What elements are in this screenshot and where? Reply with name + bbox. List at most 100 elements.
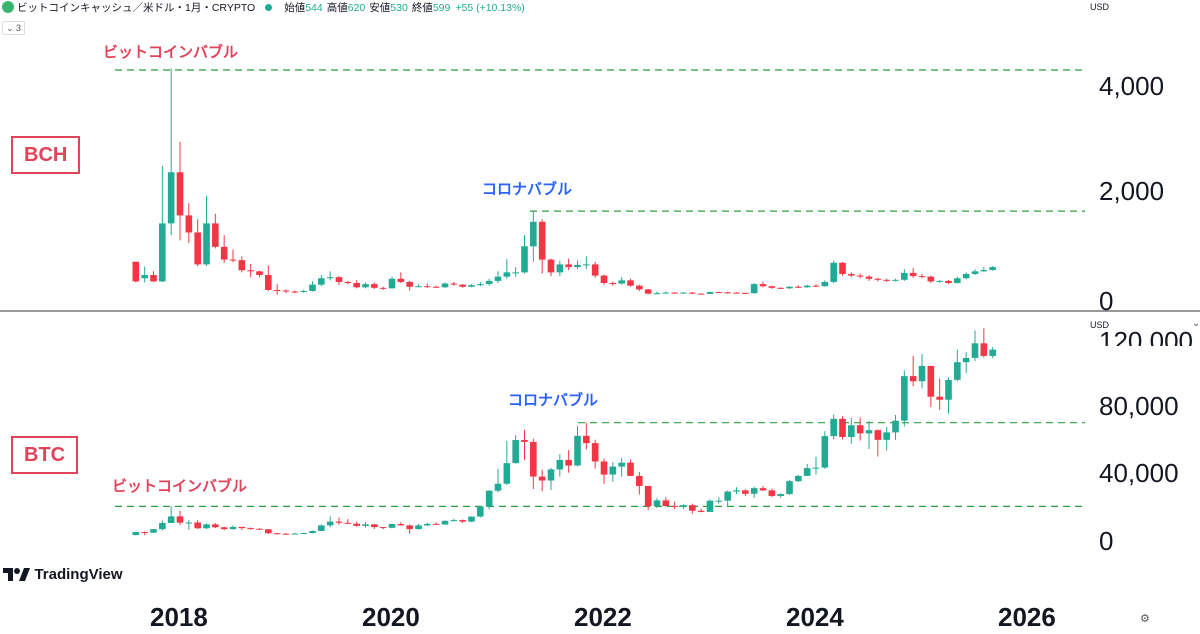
candle[interactable] xyxy=(865,421,873,450)
candle[interactable] xyxy=(927,365,935,408)
candle[interactable] xyxy=(547,467,555,491)
candle[interactable] xyxy=(715,497,723,504)
candle[interactable] xyxy=(388,523,396,529)
candle[interactable] xyxy=(450,281,458,286)
candle[interactable] xyxy=(344,280,352,285)
candle[interactable] xyxy=(432,522,440,525)
candle[interactable] xyxy=(406,280,413,291)
candle[interactable] xyxy=(309,281,316,292)
candle[interactable] xyxy=(742,489,749,497)
currency-label-top[interactable]: USD xyxy=(1090,2,1110,12)
candle[interactable] xyxy=(927,275,935,284)
candle[interactable] xyxy=(795,285,802,288)
candle[interactable] xyxy=(273,532,281,535)
candle[interactable] xyxy=(936,378,943,410)
candle[interactable] xyxy=(971,269,979,276)
candle[interactable] xyxy=(724,490,731,507)
candle[interactable] xyxy=(335,517,343,525)
candle[interactable] xyxy=(565,450,572,473)
candle[interactable] xyxy=(591,261,599,278)
candle[interactable] xyxy=(786,286,793,289)
candle[interactable] xyxy=(256,270,263,278)
candle[interactable] xyxy=(229,525,237,530)
candle[interactable] xyxy=(176,510,184,525)
candle[interactable] xyxy=(795,474,802,483)
candle[interactable] xyxy=(786,480,793,495)
candle[interactable] xyxy=(362,282,369,289)
candle[interactable] xyxy=(185,519,193,530)
symbol-title[interactable]: ビットコインキャッシュ／米ドル・1月・CRYPTO xyxy=(17,2,256,14)
candle[interactable] xyxy=(459,284,466,288)
candle[interactable] xyxy=(379,286,387,290)
candle[interactable] xyxy=(980,328,988,358)
candle[interactable] xyxy=(574,260,581,270)
candle[interactable] xyxy=(538,219,546,274)
candle[interactable] xyxy=(856,417,864,441)
candle[interactable] xyxy=(397,522,405,526)
candle[interactable] xyxy=(309,530,316,534)
candle[interactable] xyxy=(945,279,952,285)
candle[interactable] xyxy=(238,526,246,530)
candle[interactable] xyxy=(901,269,908,281)
candle[interactable] xyxy=(768,285,776,289)
candle[interactable] xyxy=(830,414,837,440)
candle[interactable] xyxy=(220,526,228,531)
candle[interactable] xyxy=(945,377,952,414)
tradingview-logo[interactable]: TradingView xyxy=(2,566,123,584)
candle[interactable] xyxy=(229,249,237,263)
candle[interactable] xyxy=(291,532,299,535)
candle[interactable] xyxy=(424,522,431,527)
candle[interactable] xyxy=(750,486,758,498)
candle[interactable] xyxy=(353,280,360,289)
candle[interactable] xyxy=(680,504,687,510)
candle[interactable] xyxy=(600,274,608,285)
candle[interactable] xyxy=(450,518,458,522)
candle[interactable] xyxy=(865,275,873,281)
candle[interactable] xyxy=(212,213,219,249)
candle[interactable] xyxy=(892,414,899,440)
candle[interactable] xyxy=(892,278,899,282)
candle[interactable] xyxy=(282,289,290,294)
candle[interactable] xyxy=(759,485,767,492)
candle[interactable] xyxy=(962,272,970,280)
candle[interactable] xyxy=(220,235,228,263)
candle[interactable] xyxy=(733,292,740,294)
candle[interactable] xyxy=(909,268,917,278)
candle[interactable] xyxy=(848,272,855,278)
candle[interactable] xyxy=(803,284,811,288)
candle[interactable] xyxy=(132,531,140,536)
candle[interactable] xyxy=(671,292,678,294)
candle[interactable] xyxy=(556,260,564,277)
candle[interactable] xyxy=(468,516,475,523)
candle[interactable] xyxy=(706,499,714,512)
candle[interactable] xyxy=(883,426,890,451)
candle[interactable] xyxy=(733,487,740,495)
candle[interactable] xyxy=(388,276,396,289)
candle[interactable] xyxy=(150,528,157,534)
candle[interactable] xyxy=(318,275,325,287)
candle[interactable] xyxy=(989,347,996,359)
candle[interactable] xyxy=(901,370,908,427)
candle[interactable] xyxy=(697,508,705,513)
candle[interactable] xyxy=(874,429,882,457)
candle[interactable] xyxy=(848,417,855,444)
candle[interactable] xyxy=(883,278,890,282)
candle[interactable] xyxy=(530,438,537,489)
candle[interactable] xyxy=(432,285,440,288)
candle[interactable] xyxy=(918,354,926,389)
candle[interactable] xyxy=(521,235,528,274)
candle[interactable] xyxy=(326,271,334,281)
candle[interactable] xyxy=(477,281,484,287)
candle[interactable] xyxy=(636,284,643,292)
candle[interactable] xyxy=(441,520,449,525)
candle[interactable] xyxy=(362,522,369,528)
candle[interactable] xyxy=(680,292,687,294)
candle[interactable] xyxy=(185,203,193,244)
candle[interactable] xyxy=(238,256,246,273)
candle[interactable] xyxy=(371,524,378,529)
candle[interactable] xyxy=(689,503,696,514)
candle[interactable] xyxy=(159,520,166,531)
candle[interactable] xyxy=(485,278,493,286)
candle[interactable] xyxy=(247,527,254,530)
candle[interactable] xyxy=(839,416,846,440)
